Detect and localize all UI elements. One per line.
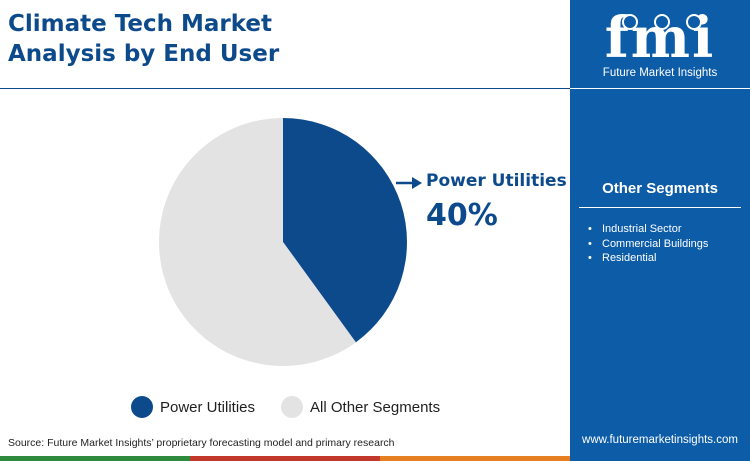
arrow-right-icon <box>396 177 422 189</box>
globe-icon <box>654 14 670 30</box>
legend-item-all-other-segments: All Other Segments <box>281 396 440 418</box>
chart-title: Climate Tech Market Analysis by End User <box>8 9 279 69</box>
brand-name: Future Market Insights <box>602 67 718 79</box>
website-link[interactable]: www.futuremarketinsights.com <box>582 434 738 446</box>
stripe-orange <box>380 456 570 461</box>
globe-icon <box>622 14 638 30</box>
other-segments-title: Other Segments <box>602 180 718 197</box>
list-item: Industrial Sector <box>588 222 708 237</box>
other-segments-list: Industrial Sector Commercial Buildings R… <box>588 222 708 266</box>
other-segments-divider <box>579 207 741 208</box>
pie-chart <box>158 118 407 366</box>
list-item: Residential <box>588 251 708 266</box>
callout-label: Power Utilities <box>426 171 567 191</box>
callout-value: 40% <box>426 198 498 233</box>
stripe-red <box>190 456 380 461</box>
source-note: Source: Future Market Insights’ propriet… <box>8 437 395 449</box>
power-utilities-callout: Power Utilities 40% <box>396 170 568 240</box>
list-item: Commercial Buildings <box>588 237 708 252</box>
legend-swatch-power-utilities <box>131 396 153 418</box>
legend-label-power-utilities: Power Utilities <box>160 398 256 416</box>
sidebar-divider <box>570 88 750 89</box>
title-line-2: Analysis by End User <box>8 41 280 67</box>
title-divider <box>0 88 570 89</box>
legend-item-power-utilities: Power Utilities <box>131 396 255 418</box>
title-line-1: Climate Tech Market <box>8 11 273 37</box>
legend-label-all-other-segments: All Other Segments <box>310 398 441 416</box>
globe-icon <box>686 14 702 30</box>
pie-slice-power-utilities <box>283 118 407 343</box>
chart-legend: Power Utilities All Other Segments <box>131 394 466 420</box>
stripe-green <box>0 456 190 461</box>
sidebar: fmi Future Market Insights Other Segment… <box>570 0 750 461</box>
bottom-color-stripe <box>0 456 570 461</box>
pie-slice-all-other-segments <box>158 118 356 366</box>
main-panel: Climate Tech Market Analysis by End User… <box>0 9 570 461</box>
legend-swatch-all-other-segments <box>281 396 304 418</box>
